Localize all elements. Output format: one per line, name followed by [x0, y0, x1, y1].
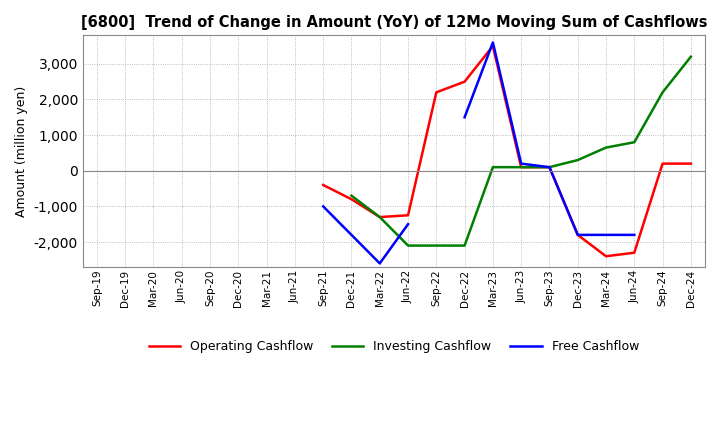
- Free Cashflow: [573, 232, 582, 238]
- Operating Cashflow: [545, 165, 554, 170]
- Free Cashflow: [602, 232, 611, 238]
- Operating Cashflow: [489, 44, 498, 49]
- Investing Cashflow: [404, 243, 413, 248]
- Free Cashflow: [460, 115, 469, 120]
- Line: Free Cashflow: Free Cashflow: [323, 43, 691, 264]
- Investing Cashflow: [687, 54, 696, 59]
- Free Cashflow: [687, 54, 696, 59]
- Operating Cashflow: [687, 161, 696, 166]
- Free Cashflow: [517, 161, 526, 166]
- Investing Cashflow: [658, 90, 667, 95]
- Free Cashflow: [489, 40, 498, 45]
- Free Cashflow: [404, 222, 413, 227]
- Operating Cashflow: [319, 182, 328, 187]
- Operating Cashflow: [517, 165, 526, 170]
- Free Cashflow: [347, 232, 356, 238]
- Investing Cashflow: [602, 145, 611, 150]
- Legend: Operating Cashflow, Investing Cashflow, Free Cashflow: Operating Cashflow, Investing Cashflow, …: [144, 335, 644, 358]
- Investing Cashflow: [545, 165, 554, 170]
- Operating Cashflow: [658, 161, 667, 166]
- Operating Cashflow: [573, 232, 582, 238]
- Title: [6800]  Trend of Change in Amount (YoY) of 12Mo Moving Sum of Cashflows: [6800] Trend of Change in Amount (YoY) o…: [81, 15, 707, 30]
- Investing Cashflow: [517, 165, 526, 170]
- Free Cashflow: [375, 261, 384, 266]
- Investing Cashflow: [489, 165, 498, 170]
- Operating Cashflow: [630, 250, 639, 255]
- Line: Operating Cashflow: Operating Cashflow: [323, 46, 691, 256]
- Operating Cashflow: [432, 90, 441, 95]
- Free Cashflow: [545, 165, 554, 170]
- Free Cashflow: [630, 232, 639, 238]
- Free Cashflow: [319, 204, 328, 209]
- Investing Cashflow: [630, 139, 639, 145]
- Y-axis label: Amount (million yen): Amount (million yen): [15, 85, 28, 217]
- Operating Cashflow: [602, 253, 611, 259]
- Operating Cashflow: [375, 214, 384, 220]
- Operating Cashflow: [347, 197, 356, 202]
- Investing Cashflow: [573, 158, 582, 163]
- Investing Cashflow: [375, 214, 384, 220]
- Line: Investing Cashflow: Investing Cashflow: [351, 57, 691, 246]
- Investing Cashflow: [460, 243, 469, 248]
- Operating Cashflow: [404, 213, 413, 218]
- Investing Cashflow: [432, 243, 441, 248]
- Investing Cashflow: [347, 193, 356, 198]
- Operating Cashflow: [460, 79, 469, 84]
